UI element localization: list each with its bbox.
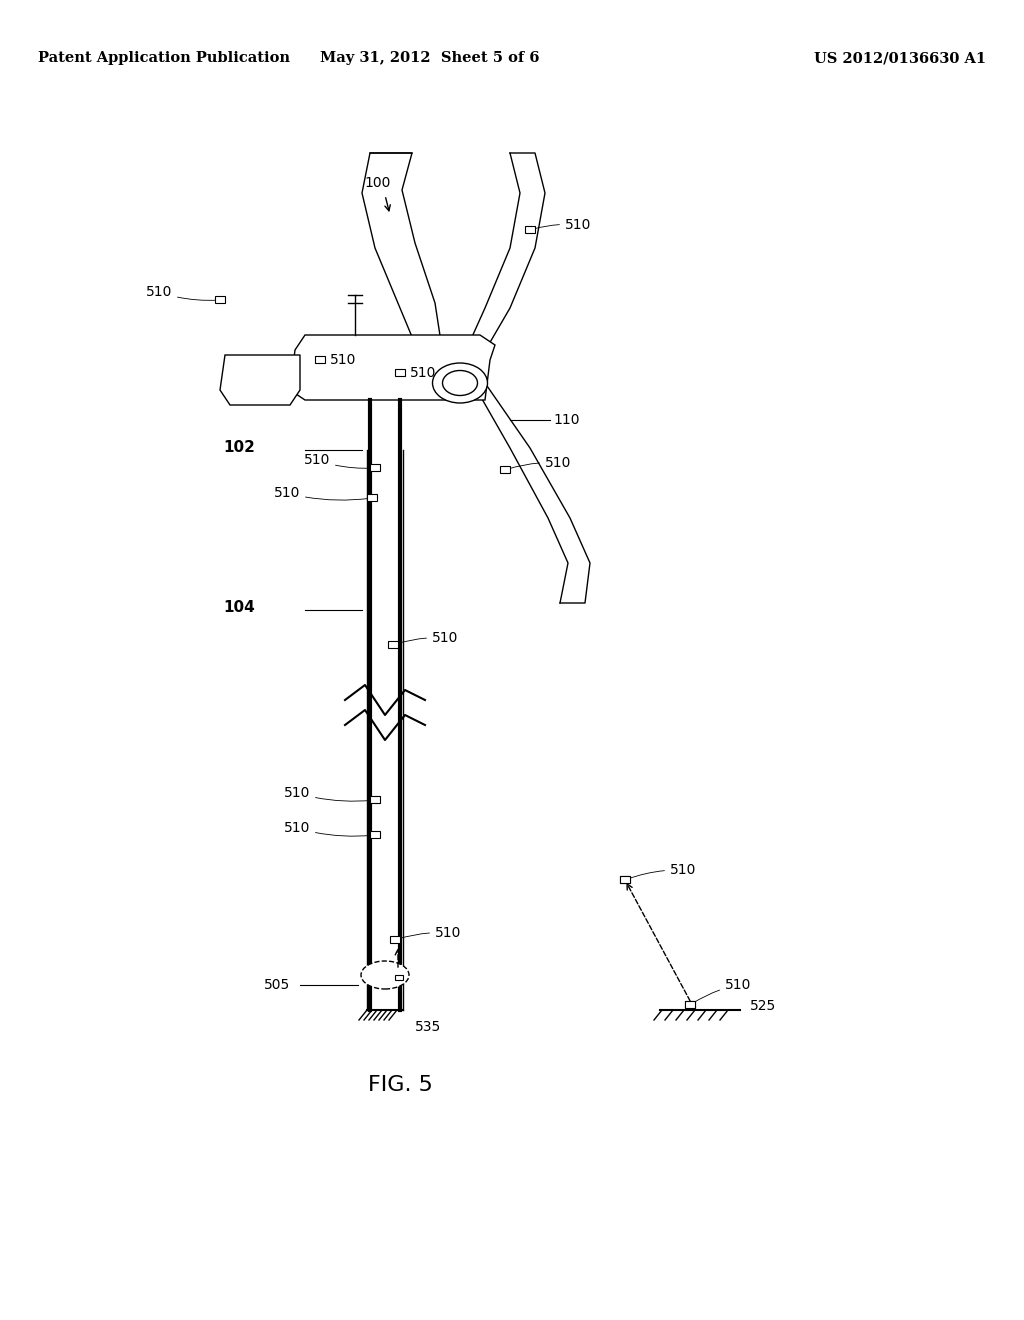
Bar [620,876,630,883]
Bar [685,1001,695,1008]
Bar [370,796,380,803]
Text: US 2012/0136630 A1: US 2012/0136630 A1 [814,51,986,65]
Text: May 31, 2012  Sheet 5 of 6: May 31, 2012 Sheet 5 of 6 [321,51,540,65]
Bar [370,832,380,838]
Text: 510: 510 [284,821,373,836]
Bar [390,936,400,942]
Bar [315,356,325,363]
Text: 104: 104 [223,601,255,615]
Text: 510: 510 [692,978,752,1003]
Polygon shape [470,378,590,603]
Polygon shape [362,153,445,368]
Bar [388,642,398,648]
Text: 110: 110 [553,413,580,426]
Text: 510: 510 [284,785,373,801]
Text: 510: 510 [397,927,462,940]
Text: 510: 510 [402,366,436,380]
Bar [215,296,225,304]
Polygon shape [220,355,300,405]
Bar [685,1001,695,1008]
Bar [370,465,380,471]
Bar [525,226,535,234]
Text: FIG. 5: FIG. 5 [368,1074,432,1096]
Text: 525: 525 [750,999,776,1012]
Bar [620,876,630,883]
Text: 535: 535 [415,1020,441,1034]
Text: 510: 510 [273,486,370,500]
Text: 100: 100 [365,176,391,190]
Bar [395,975,403,979]
Text: 510: 510 [145,285,217,301]
Polygon shape [458,153,545,368]
Text: 510: 510 [628,863,696,879]
Text: 510: 510 [508,455,571,470]
Text: 510: 510 [323,352,356,367]
Text: 505: 505 [264,978,290,993]
Text: 102: 102 [223,441,255,455]
Polygon shape [290,335,495,400]
Bar [367,494,377,502]
Bar [395,370,406,376]
Text: 510: 510 [304,453,373,469]
Text: Patent Application Publication: Patent Application Publication [38,51,290,65]
Text: 510: 510 [532,218,592,232]
Text: 510: 510 [395,631,459,645]
Ellipse shape [361,961,409,989]
Ellipse shape [432,363,487,403]
Bar [500,466,510,473]
